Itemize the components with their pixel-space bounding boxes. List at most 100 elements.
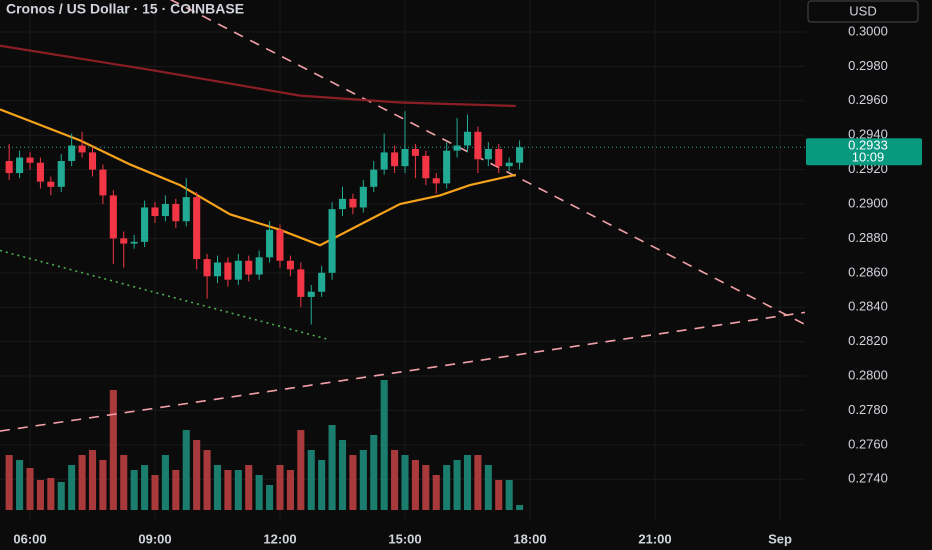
volume-pane	[5, 380, 524, 510]
volume-bar	[286, 470, 294, 510]
candle-body	[328, 209, 336, 273]
candle-body	[109, 195, 117, 239]
y-tick-label: 0.2980	[848, 58, 888, 73]
volume-bar	[109, 390, 117, 510]
volume-bar	[307, 450, 315, 510]
candle-body	[5, 161, 13, 174]
candle-body	[68, 145, 76, 162]
last-price-label: 0.2933	[848, 138, 888, 153]
countdown-label: 10:09	[852, 150, 885, 165]
candle-body	[234, 260, 242, 280]
volume-bar	[474, 455, 482, 510]
candle-body	[245, 260, 253, 275]
volume-bar	[193, 440, 201, 510]
candle-body	[213, 262, 222, 277]
x-tick-label: 18:00	[513, 531, 546, 546]
candle-body	[370, 169, 378, 187]
candle-body	[161, 204, 169, 217]
x-tick-label: 15:00	[388, 531, 421, 546]
volume-bar	[47, 478, 55, 510]
candle-body	[193, 197, 201, 260]
candle-body	[516, 147, 524, 163]
volume-bar	[234, 470, 242, 510]
candle-body	[484, 148, 492, 160]
volume-bar	[203, 450, 211, 510]
y-tick-label: 0.2760	[848, 436, 888, 451]
volume-bar	[318, 460, 326, 510]
candle-body	[443, 150, 451, 184]
volume-bar	[516, 505, 524, 510]
candle-body	[307, 291, 315, 297]
y-tick-label: 0.3000	[848, 23, 888, 38]
candle-body	[422, 155, 430, 179]
volume-bar	[453, 460, 461, 510]
candle-body	[338, 198, 347, 210]
x-tick-label: 06:00	[13, 531, 46, 546]
candle-body	[297, 269, 305, 297]
volume-bar	[380, 380, 388, 510]
candle-body	[57, 161, 65, 187]
y-tick-label: 0.2820	[848, 333, 888, 348]
volume-bar	[88, 450, 97, 510]
candle-body	[255, 257, 263, 275]
currency[interactable]: USD	[849, 3, 876, 18]
candle-body	[318, 272, 326, 292]
volume-bar	[5, 455, 13, 510]
y-tick-label: 0.2860	[848, 264, 888, 279]
volume-bar	[266, 485, 274, 510]
candle-body	[391, 152, 399, 167]
volume-bar	[78, 455, 86, 510]
y-tick-label: 0.2940	[848, 127, 888, 142]
volume-bar	[338, 440, 347, 510]
y-tick-label: 0.2840	[848, 299, 888, 314]
candle-body	[453, 145, 461, 151]
candle-body	[120, 238, 128, 244]
volume-bar	[411, 460, 419, 510]
candle-body	[26, 157, 34, 163]
y-tick-label: 0.2960	[848, 92, 888, 107]
y-tick-label: 0.2880	[848, 230, 888, 245]
candle-body	[463, 131, 472, 146]
candle-body	[359, 186, 367, 208]
volume-bar	[432, 475, 440, 510]
candle-body	[182, 197, 190, 222]
moving-average	[0, 44, 516, 108]
candle-body	[224, 262, 232, 280]
volume-bar	[401, 455, 409, 510]
volume-bar	[68, 465, 76, 510]
candle-body	[401, 148, 409, 167]
candle-body	[276, 229, 284, 261]
volume-bar	[391, 450, 399, 510]
candle-body	[203, 259, 211, 277]
volume-bar	[505, 480, 513, 510]
candle-body	[99, 169, 107, 196]
candle-body	[36, 162, 44, 182]
candle-body	[411, 148, 419, 156]
candle-body	[88, 152, 97, 170]
y-tick-label: 0.2900	[848, 195, 888, 210]
volume-bar	[463, 455, 472, 510]
x-tick-label: 12:00	[263, 531, 296, 546]
trend-line	[169, 0, 805, 326]
y-tick-label: 0.2740	[848, 471, 888, 486]
volume-bar	[495, 480, 503, 510]
volume-bar	[359, 450, 367, 510]
axes: 0.2740 0.2760 0.2780 0.2800 0.2820 0.2840 0.28…	[13, 23, 922, 546]
volume-bar	[120, 455, 128, 510]
candle-body	[266, 229, 274, 258]
volume-bar	[245, 465, 253, 510]
y-tick-label: 0.2780	[848, 402, 888, 417]
volume-bar	[151, 475, 159, 510]
candle-body	[141, 207, 149, 242]
volume-bar	[130, 470, 138, 510]
candle-body	[130, 241, 138, 244]
volume-bar	[26, 468, 34, 510]
candle-body	[474, 131, 482, 160]
candle-body	[151, 207, 159, 217]
candle-body	[286, 260, 294, 270]
currency-button[interactable]	[807, 0, 919, 23]
candle-body	[172, 204, 180, 222]
chart-title: Cronos / US Dollar · 15 · COINBASE	[6, 1, 244, 17]
volume-bar	[57, 482, 65, 510]
